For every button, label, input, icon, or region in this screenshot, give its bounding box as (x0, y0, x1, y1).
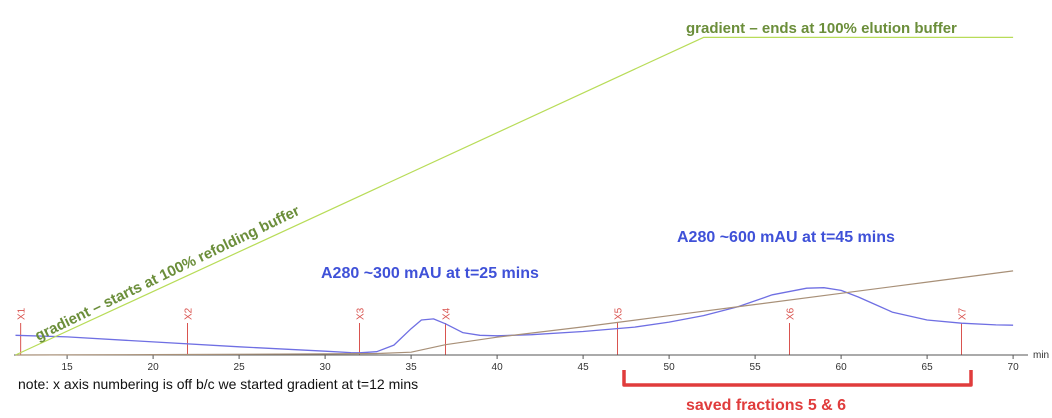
fraction-label: X1 (17, 307, 28, 320)
x-tick-label: 25 (234, 362, 246, 373)
peak1-annotation: A280 ~300 mAU at t=25 mins (321, 265, 539, 282)
fraction-label: X3 (356, 307, 367, 320)
x-tick-label: 70 (1008, 362, 1020, 373)
data-series (15, 36, 1014, 356)
gradient-series-line (15, 36, 1014, 356)
x-tick-label: 60 (836, 362, 848, 373)
saved-fractions-bracket (622, 370, 973, 387)
x-tick-label: 50 (664, 362, 676, 373)
x-tick-label: 15 (62, 362, 74, 373)
fraction-label: X2 (184, 307, 195, 320)
conductivity-series-line (15, 270, 1014, 356)
a280-series-line (15, 287, 1014, 354)
x-tick-label: 45 (578, 362, 590, 373)
x-tick-label: 20 (148, 362, 160, 373)
fraction-label: X7 (958, 307, 969, 320)
x-axis: 15 20 25 30 35 40 45 50 55 60 65 70 (14, 354, 1028, 373)
fraction-markers: X1 X2 X3 X4 X5 X6 X7 (17, 307, 969, 355)
gradient-end-annotation: gradient – ends at 100% elution buffer (686, 20, 957, 37)
fraction-label: X5 (614, 307, 625, 320)
x-axis-unit-label: min (1033, 350, 1049, 361)
saved-fractions-annotation: saved fractions 5 & 6 (686, 397, 846, 414)
x-tick-label: 55 (750, 362, 762, 373)
x-tick-label: 65 (922, 362, 934, 373)
gradient-start-annotation: gradient – starts at 100% refolding buff… (32, 202, 302, 344)
x-tick-label: 35 (406, 362, 418, 373)
fraction-label: X4 (442, 307, 453, 320)
axis-note: note: x axis numbering is off b/c we sta… (18, 376, 419, 392)
fraction-label: X6 (786, 307, 797, 320)
x-tick-label: 40 (492, 362, 504, 373)
x-tick-label: 30 (320, 362, 332, 373)
peak2-annotation: A280 ~600 mAU at t=45 mins (677, 229, 895, 246)
